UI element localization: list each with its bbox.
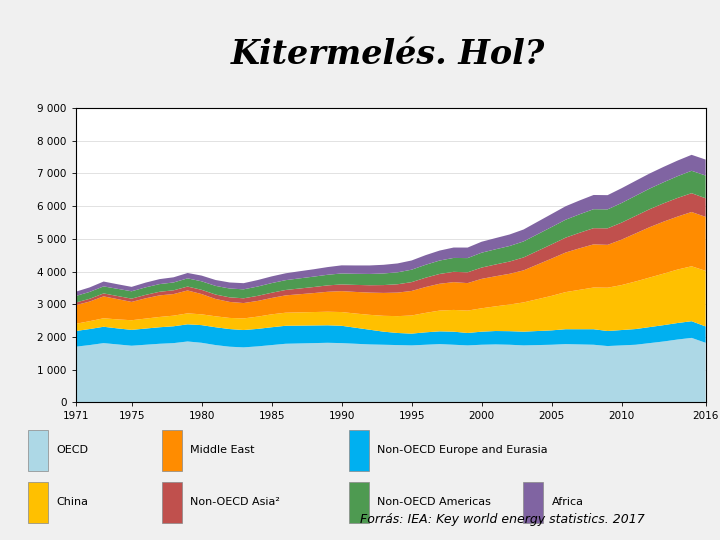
Bar	[28, 482, 48, 523]
Text: Middle East: Middle East	[190, 446, 254, 455]
Bar	[349, 430, 369, 471]
Text: OECD: OECD	[56, 446, 88, 455]
Bar	[349, 482, 369, 523]
Text: Non-OECD Europe and Eurasia: Non-OECD Europe and Eurasia	[377, 446, 548, 455]
Bar	[28, 430, 48, 471]
Bar	[162, 482, 181, 523]
Bar	[523, 482, 544, 523]
Text: China: China	[56, 497, 88, 507]
Text: Kitermelés. Hol?: Kitermelés. Hol?	[230, 37, 544, 71]
Text: Africa: Africa	[552, 497, 583, 507]
Bar	[162, 430, 181, 471]
Text: Non-OECD Americas: Non-OECD Americas	[377, 497, 491, 507]
Text: Forrás: IEA: Key world energy statistics. 2017: Forrás: IEA: Key world energy statistics…	[360, 514, 644, 526]
Text: Non-OECD Asia²: Non-OECD Asia²	[190, 497, 279, 507]
